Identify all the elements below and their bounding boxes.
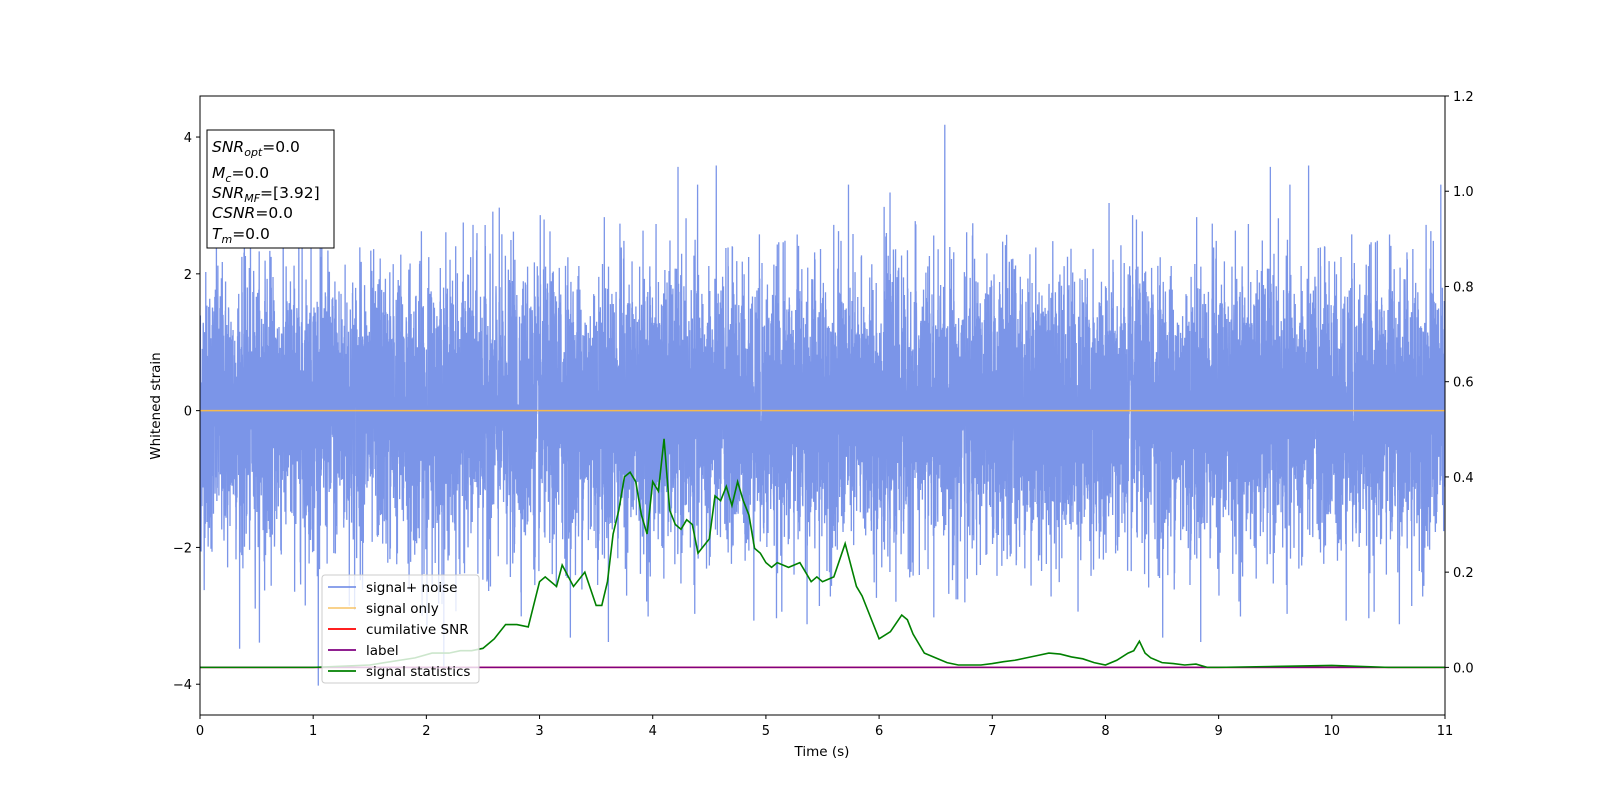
- x-tick-label: 4: [649, 724, 657, 739]
- series-signal-statistics-line: [200, 438, 1445, 669]
- legend-label: cumilative SNR: [366, 622, 469, 638]
- y-left-tick-label: 0: [184, 405, 192, 420]
- y-right-tick-label: 0.4: [1453, 471, 1474, 486]
- annotation-value: =0.0: [231, 164, 269, 182]
- annotation-line: Mc=0.0: [212, 164, 269, 185]
- x-tick-label: 9: [1214, 724, 1222, 739]
- annotation-quantity: CSNR: [212, 204, 255, 222]
- annotation-value: =[3.92]: [260, 184, 320, 202]
- annotation-subscript: m: [221, 233, 232, 246]
- axes-frame: [199, 95, 1446, 716]
- annotation-value: =0.0: [232, 225, 270, 243]
- annotation-quantity: M: [212, 164, 225, 182]
- y-right-tick-label: 0.8: [1453, 280, 1474, 295]
- annotation-line: Tm=0.0: [212, 225, 270, 246]
- y-right-tick-label: 0.2: [1453, 566, 1474, 581]
- legend-label: signal+ noise: [366, 580, 457, 596]
- y-left-tick-label: −4: [173, 678, 192, 693]
- legend: signal+ noise signal only cumilative SNR la…: [321, 574, 480, 684]
- y-right-tick-label: 1.0: [1453, 185, 1474, 200]
- annotation-line: CSNR=0.0: [212, 204, 293, 222]
- series-signal-noise-line: [200, 124, 1445, 686]
- x-tick-label: 2: [422, 724, 430, 739]
- annotation-line: SNRopt=0.0: [212, 138, 300, 159]
- x-tick-label: 11: [1437, 724, 1454, 739]
- annotation-quantity: SNR: [212, 184, 244, 202]
- y-right-tick-label: 1.2: [1453, 90, 1474, 105]
- y-left-tick-label: 4: [184, 131, 192, 146]
- y-left-tick-label: 2: [184, 268, 192, 283]
- annotation-value: =0.0: [255, 204, 293, 222]
- annotation-line: SNRMF=[3.92]: [212, 184, 320, 205]
- x-tick-label: 0: [196, 724, 204, 739]
- legend-label: signal statistics: [366, 664, 470, 680]
- legend-label: signal only: [366, 601, 439, 617]
- annotation-box: SNRopt=0.0Mc=0.0SNRMF=[3.92]CSNR=0.0Tm=0…: [206, 129, 335, 249]
- x-axis-label: Time (s): [794, 744, 850, 760]
- x-tick-label: 8: [1101, 724, 1109, 739]
- annotation-value: =0.0: [262, 138, 300, 156]
- x-tick-label: 3: [535, 724, 543, 739]
- x-tick-label: 7: [988, 724, 996, 739]
- annotation-subscript: MF: [244, 192, 260, 205]
- y-right-tick-label: 0.6: [1453, 376, 1474, 391]
- y-right-tick-label: 0.0: [1453, 661, 1474, 676]
- annotation-quantity: SNR: [212, 138, 244, 156]
- legend-label: label: [366, 643, 399, 659]
- x-tick-label: 5: [762, 724, 770, 739]
- y-axis-label: Whitened strain: [148, 352, 164, 459]
- annotation-subscript: opt: [244, 146, 263, 159]
- x-tick-label: 6: [875, 724, 883, 739]
- annotation-box-frame: [206, 129, 335, 249]
- annotation-quantity: T: [212, 225, 223, 243]
- x-tick-label: 10: [1324, 724, 1341, 739]
- axis-ticks: 0 1 2 3 4 5 6 7 8 9 10 11 −4 −2 0 2 4 0.0 0.2 0.4 0.6 0.8 1.0 1…: [173, 90, 1474, 739]
- legend-frame: [321, 574, 480, 684]
- annotation-subscript: c: [225, 172, 231, 185]
- y-left-tick-label: −2: [173, 541, 192, 556]
- x-tick-label: 1: [309, 724, 317, 739]
